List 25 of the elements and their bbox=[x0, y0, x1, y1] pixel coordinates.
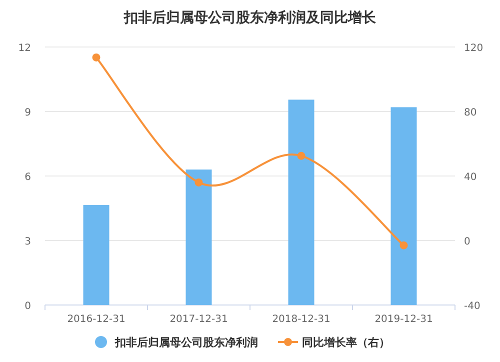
legend-label: 同比增长率（右） bbox=[302, 336, 390, 349]
y2-tick-label: 0 bbox=[464, 236, 470, 248]
y-tick-label: 3 bbox=[24, 236, 31, 248]
point bbox=[297, 152, 306, 160]
y2-tick-label: -40 bbox=[464, 301, 480, 312]
legend-label: 扣非后归属母公司股东净利润 bbox=[114, 336, 258, 349]
point bbox=[194, 178, 203, 186]
y2-tick-label: 80 bbox=[464, 108, 477, 118]
x-tick-label: 2019-12-31 bbox=[374, 314, 433, 325]
chart-title: 扣非后归属母公司股东净利润及同比增长 bbox=[123, 9, 377, 26]
y2-tick-label: 120 bbox=[464, 43, 484, 54]
bar bbox=[83, 205, 110, 305]
x-tick-label: 2017-12-31 bbox=[170, 314, 228, 325]
y-tick-label: 9 bbox=[24, 108, 31, 118]
y-tick-label: 0 bbox=[24, 301, 31, 312]
bar bbox=[186, 170, 212, 305]
point bbox=[400, 241, 408, 250]
x-tick-label: 2018-12-31 bbox=[272, 314, 330, 325]
y-tick-label: 6 bbox=[24, 172, 31, 183]
y-tick-label: 12 bbox=[18, 43, 31, 54]
bar bbox=[288, 100, 314, 305]
x-tick-label: 2016-12-31 bbox=[67, 314, 126, 325]
point bbox=[92, 53, 100, 62]
y2-tick-label: 40 bbox=[464, 172, 477, 183]
bar bbox=[390, 107, 417, 305]
